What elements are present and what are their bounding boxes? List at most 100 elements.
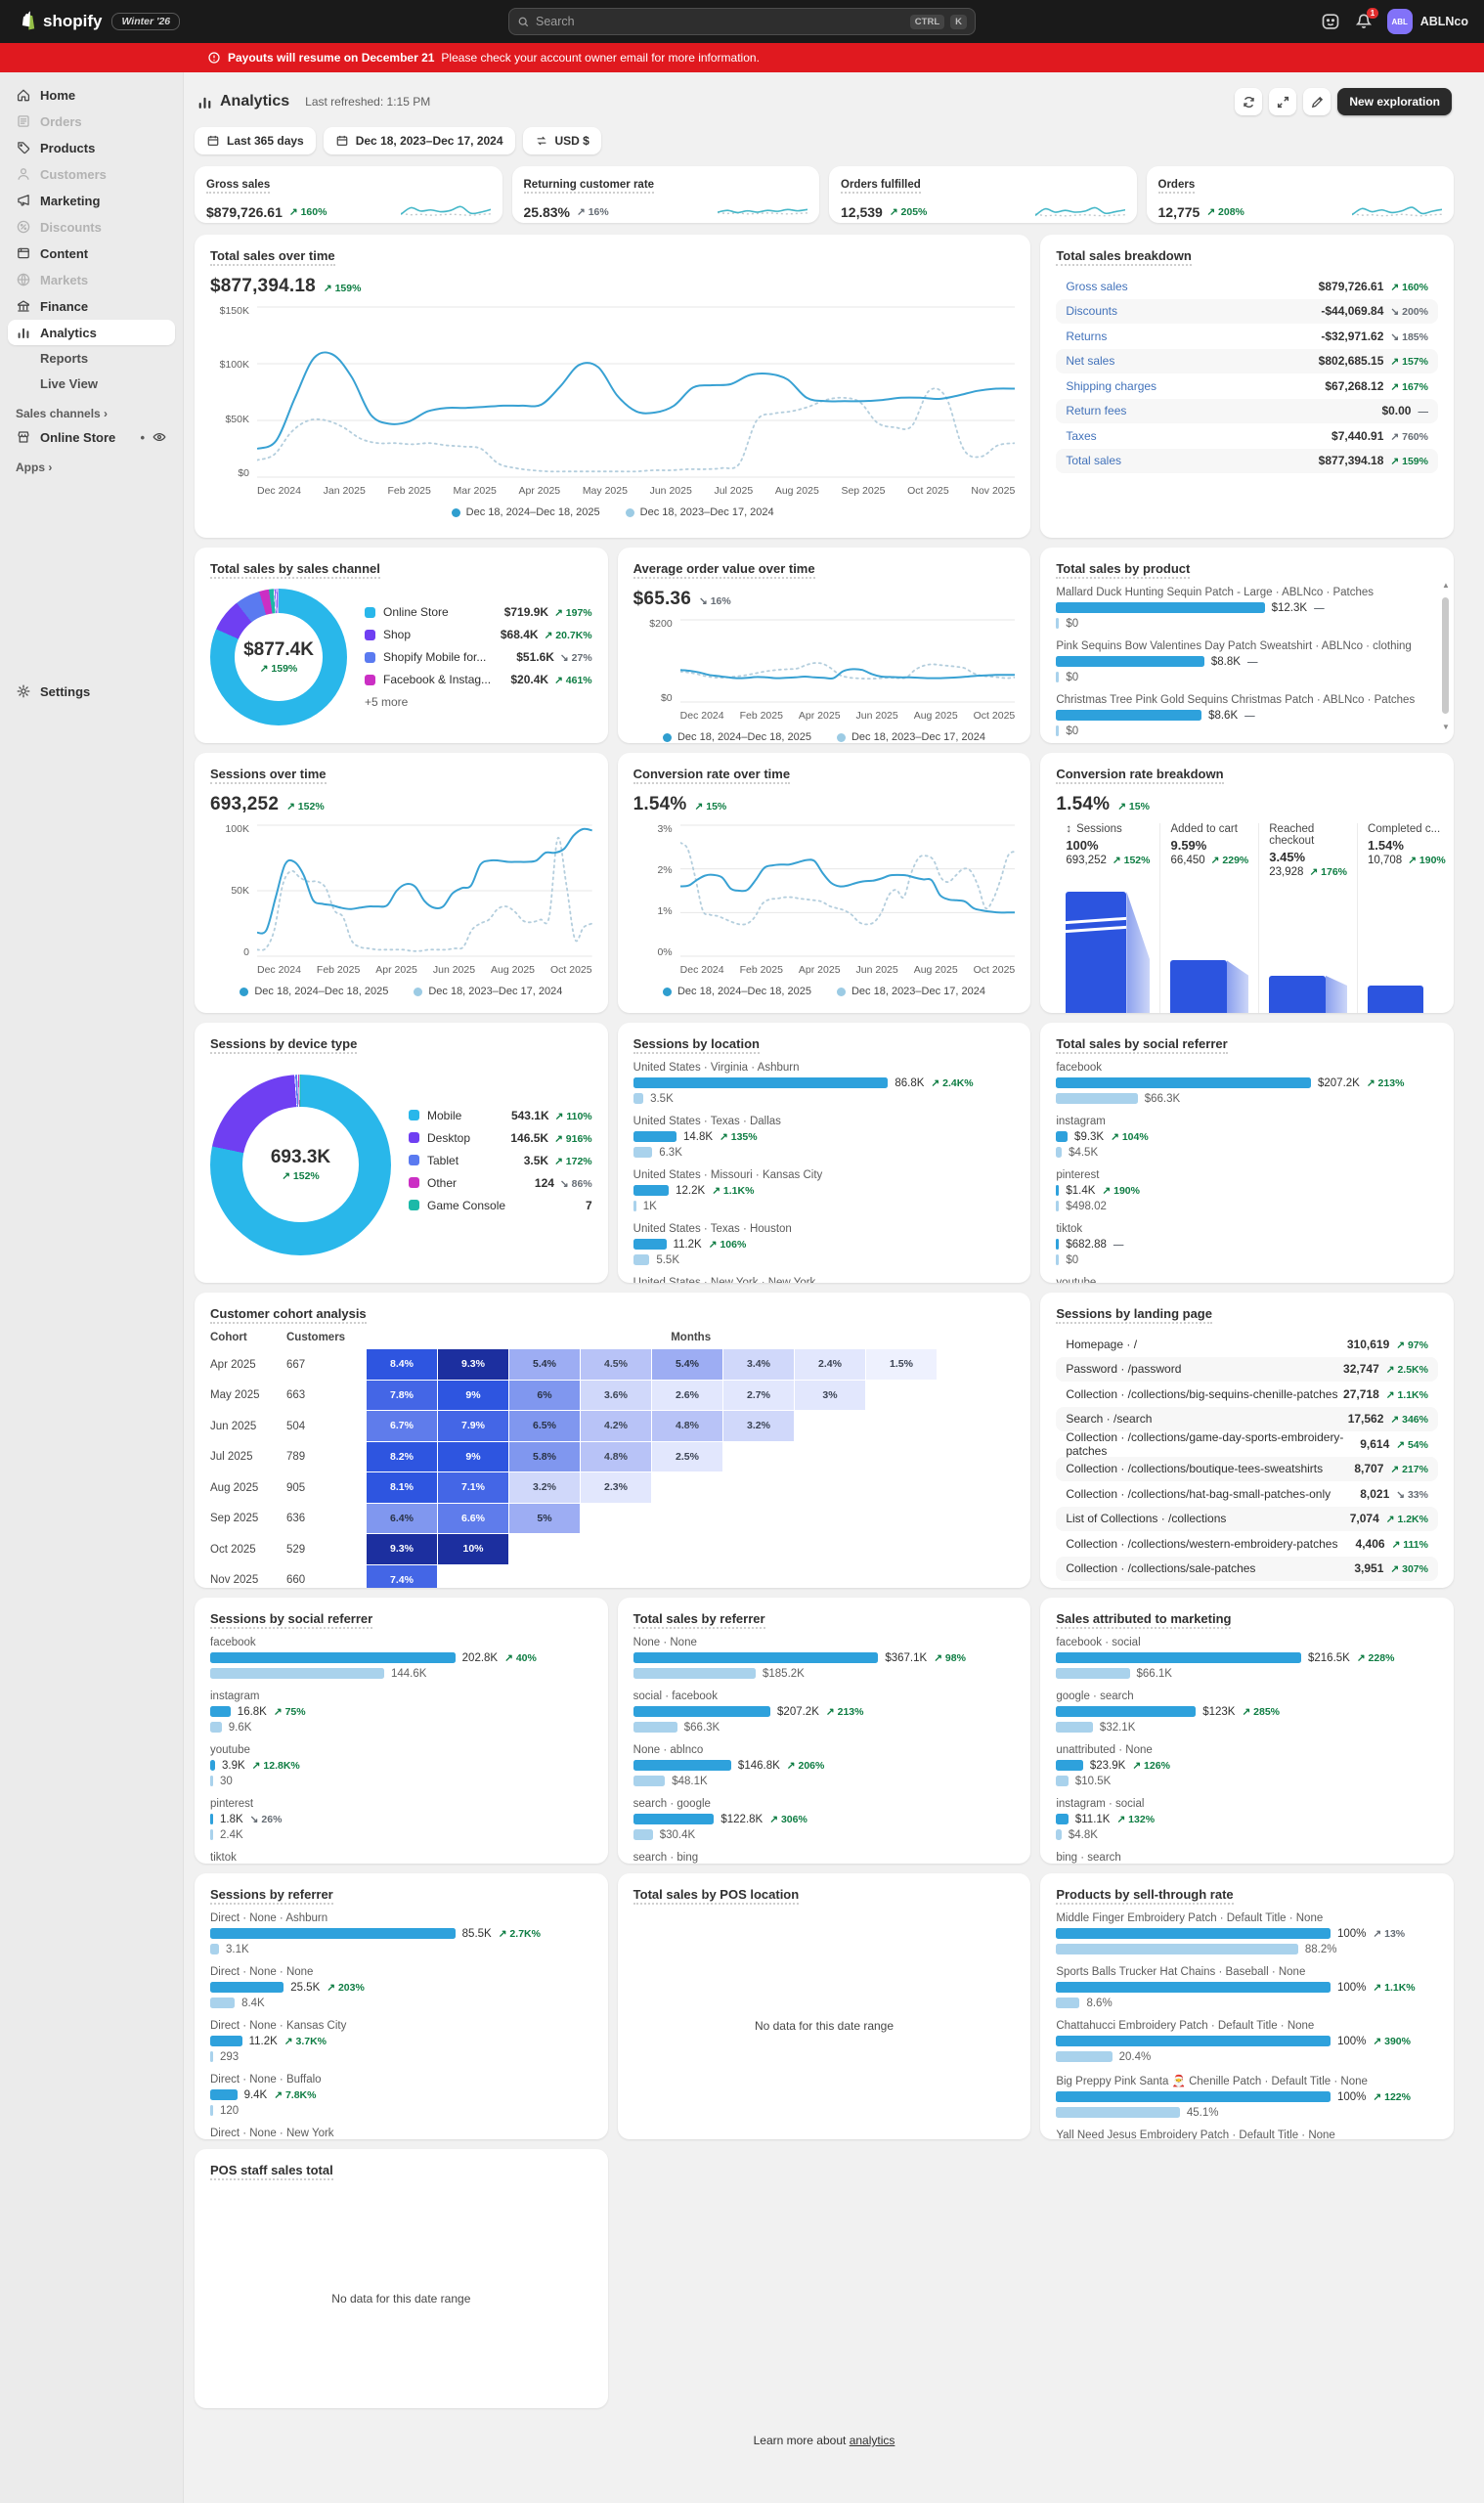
release-badge[interactable]: Winter '26: [111, 13, 181, 30]
cohort-cell[interactable]: 2.5%: [652, 1441, 723, 1472]
table-row[interactable]: List of Collections · /collections 7,074 ↗…: [1056, 1506, 1438, 1531]
row-label[interactable]: Gross sales: [1066, 279, 1128, 293]
table-row[interactable]: Shipping charges $67,268.12 ↗ 167%: [1056, 373, 1438, 399]
cohort-cell[interactable]: 9%: [438, 1441, 509, 1472]
cohort-cell[interactable]: 5%: [509, 1503, 581, 1534]
cohort-cell[interactable]: 7.1%: [438, 1472, 509, 1504]
row-label[interactable]: Net sales: [1066, 354, 1115, 369]
cohort-cell[interactable]: 1.5%: [866, 1349, 938, 1381]
sidebar-item-live-view[interactable]: Live View: [8, 372, 175, 396]
sidebar-item-reports[interactable]: Reports: [8, 346, 175, 371]
apps-heading[interactable]: Apps ›: [16, 461, 53, 474]
table-row[interactable]: Total sales $877,394.18 ↗ 159%: [1056, 448, 1438, 473]
expand-button[interactable]: [1269, 88, 1297, 115]
date-range-filter[interactable]: Last 365 days: [195, 127, 316, 154]
sidebar-item-online-store[interactable]: Online Store •: [8, 424, 175, 450]
table-row[interactable]: Taxes $7,440.91 ↗ 760%: [1056, 423, 1438, 449]
cohort-cell[interactable]: 6.7%: [367, 1411, 438, 1442]
cohort-cell[interactable]: 2.7%: [723, 1380, 795, 1411]
cohort-cell[interactable]: 2.4%: [795, 1349, 866, 1381]
sidebar-item-home[interactable]: Home: [8, 82, 175, 108]
sidebar-item-products[interactable]: Products: [8, 135, 175, 160]
table-row[interactable]: Collection · /collections/big-sequins-ch…: [1056, 1382, 1438, 1407]
cohort-cell[interactable]: 6.4%: [367, 1503, 438, 1534]
row-label[interactable]: Total sales: [1066, 454, 1122, 468]
cohort-cell[interactable]: 4.2%: [581, 1411, 652, 1442]
cohort-cell[interactable]: 4.8%: [652, 1411, 723, 1442]
cohort-cell[interactable]: 9.3%: [367, 1534, 438, 1565]
cohort-cell[interactable]: 3%: [795, 1380, 866, 1411]
account-menu[interactable]: ABL ABLNco: [1386, 9, 1468, 34]
edit-pencil-button[interactable]: [1303, 88, 1331, 115]
table-row[interactable]: Gross sales $879,726.61 ↗ 160%: [1056, 274, 1438, 299]
kpi-card-gross-sales[interactable]: Gross sales $879,726.61 ↗ 160%: [195, 166, 502, 223]
table-row[interactable]: Collection · /collections/boutique-tees-…: [1056, 1456, 1438, 1481]
row-label[interactable]: Taxes: [1066, 428, 1097, 443]
cohort-cell[interactable]: 3.6%: [581, 1380, 652, 1411]
sidebar-item-discounts[interactable]: Discounts: [8, 214, 175, 240]
sidebar-item-analytics[interactable]: Analytics: [8, 320, 175, 345]
row-label[interactable]: Return fees: [1066, 404, 1127, 418]
table-row[interactable]: Return fees $0.00 —: [1056, 398, 1438, 423]
analytics-help-link[interactable]: analytics: [849, 2434, 895, 2447]
cohort-cell[interactable]: 7.8%: [367, 1380, 438, 1411]
cohort-cell[interactable]: 3.2%: [723, 1411, 795, 1442]
kpi-card-returning-customer-rate[interactable]: Returning customer rate 25.83% ↗ 16%: [511, 166, 819, 223]
cohort-cell[interactable]: 8.4%: [367, 1349, 438, 1381]
cohort-cell[interactable]: 3.4%: [723, 1349, 795, 1381]
sidebar-item-content[interactable]: Content: [8, 241, 175, 266]
table-row[interactable]: Collection · /collections/hat-bag-small-…: [1056, 1481, 1438, 1507]
row-label[interactable]: Returns: [1066, 329, 1108, 343]
cohort-cell[interactable]: 2.3%: [581, 1472, 652, 1504]
cohort-cell[interactable]: 9.3%: [438, 1349, 509, 1381]
search-input[interactable]: Search CTRL K: [508, 8, 976, 35]
table-row[interactable]: Search · /search 17,562 ↗ 346%: [1056, 1406, 1438, 1431]
payout-alert-banner[interactable]: Payouts will resume on December 21 Pleas…: [0, 43, 1484, 72]
cohort-cell[interactable]: 6.6%: [438, 1503, 509, 1534]
cohort-cell[interactable]: 4.5%: [581, 1349, 652, 1381]
refresh-button[interactable]: [1235, 88, 1263, 115]
table-row[interactable]: Discounts -$44,069.84 ↘ 200%: [1056, 298, 1438, 324]
shopify-logo[interactable]: shopify: [16, 11, 102, 32]
cohort-cell[interactable]: 10%: [438, 1534, 509, 1565]
notifications-bell-icon[interactable]: 1: [1354, 8, 1378, 31]
table-row[interactable]: Collection · /collections/game-day-sport…: [1056, 1430, 1438, 1458]
scrollbar-thumb[interactable]: [1441, 597, 1449, 714]
cohort-cell[interactable]: 5.8%: [509, 1441, 581, 1472]
table-row[interactable]: Returns -$32,971.62 ↘ 185%: [1056, 324, 1438, 349]
cohort-cell[interactable]: 8.1%: [367, 1472, 438, 1504]
cohort-cell[interactable]: 2.6%: [652, 1380, 723, 1411]
more-link[interactable]: +5 more: [365, 695, 409, 709]
table-row[interactable]: Collection · /collections/sale-patches 3,…: [1056, 1556, 1438, 1581]
table-row[interactable]: Homepage · / 310,619 ↗ 97%: [1056, 1332, 1438, 1357]
compare-dates-filter[interactable]: Dec 18, 2023–Dec 17, 2024: [323, 127, 515, 154]
cohort-cell[interactable]: 3.2%: [509, 1472, 581, 1504]
cohort-cell[interactable]: 8.2%: [367, 1441, 438, 1472]
sidebar-item-orders[interactable]: Orders: [8, 109, 175, 134]
cohort-cell[interactable]: 6.5%: [509, 1411, 581, 1442]
cohort-cell[interactable]: 5.4%: [652, 1349, 723, 1381]
kpi-card-orders-fulfilled[interactable]: Orders fulfilled 12,539 ↗ 205%: [829, 166, 1137, 223]
sidebar-item-finance[interactable]: Finance: [8, 293, 175, 319]
cohort-cell[interactable]: 4.8%: [581, 1441, 652, 1472]
sidekick-icon[interactable]: [1321, 12, 1340, 31]
cohort-cell[interactable]: 6%: [509, 1380, 581, 1411]
cohort-cell[interactable]: 7.4%: [367, 1564, 438, 1588]
table-row[interactable]: Net sales $802,685.15 ↗ 157%: [1056, 348, 1438, 373]
sidebar-item-marketing[interactable]: Marketing: [8, 188, 175, 213]
kpi-card-orders[interactable]: Orders 12,775 ↗ 208%: [1146, 166, 1454, 223]
sidebar-item-customers[interactable]: Customers: [8, 161, 175, 187]
cohort-cell[interactable]: 7.9%: [438, 1411, 509, 1442]
sales-channels-heading[interactable]: Sales channels ›: [16, 407, 109, 420]
table-row[interactable]: Collection · /collections/western-embroi…: [1056, 1531, 1438, 1557]
sidebar-item-markets[interactable]: Markets: [8, 267, 175, 292]
sidebar-item-settings[interactable]: Settings: [8, 679, 175, 704]
table-row[interactable]: Password · /password 32,747 ↗ 2.5K%: [1056, 1356, 1438, 1382]
cohort-cell[interactable]: 9%: [438, 1380, 509, 1411]
row-label[interactable]: Discounts: [1066, 304, 1118, 319]
row-label[interactable]: Shipping charges: [1066, 378, 1157, 393]
currency-filter[interactable]: USD $: [522, 127, 601, 154]
cohort-cell[interactable]: 5.4%: [509, 1349, 581, 1381]
vertical-scrollbar[interactable]: ▲ ▼: [1441, 581, 1450, 731]
new-exploration-button[interactable]: New exploration: [1337, 88, 1452, 115]
